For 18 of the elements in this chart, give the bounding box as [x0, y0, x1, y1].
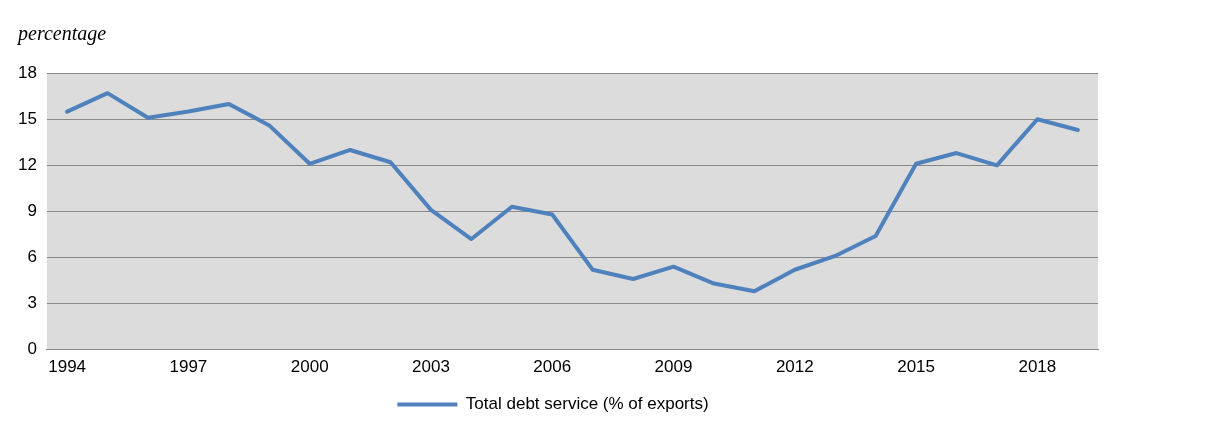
- y-tick-label: 18: [17, 62, 37, 82]
- x-tick-label: 2015: [897, 357, 935, 377]
- y-tick-label: 6: [27, 247, 37, 267]
- x-tick-label: 1997: [169, 357, 208, 377]
- y-tick-label: 0: [27, 339, 37, 359]
- legend-label: Total debt service (% of exports): [465, 394, 709, 414]
- x-tick-label: 2003: [412, 357, 450, 377]
- x-tick-label: 2000: [290, 357, 329, 377]
- x-tick-label: 2009: [654, 357, 693, 377]
- x-tick-label: 2006: [533, 357, 572, 377]
- x-tick-label: 1994: [48, 357, 87, 377]
- x-tick-label: 2012: [775, 357, 814, 377]
- y-axis-title: percentage: [16, 21, 108, 47]
- y-tick-label: 15: [17, 108, 37, 128]
- y-tick-label: 12: [17, 155, 37, 175]
- y-tick-label: 9: [27, 201, 37, 221]
- y-tick-label: 3: [27, 293, 37, 313]
- x-tick-label: 2018: [1018, 357, 1057, 377]
